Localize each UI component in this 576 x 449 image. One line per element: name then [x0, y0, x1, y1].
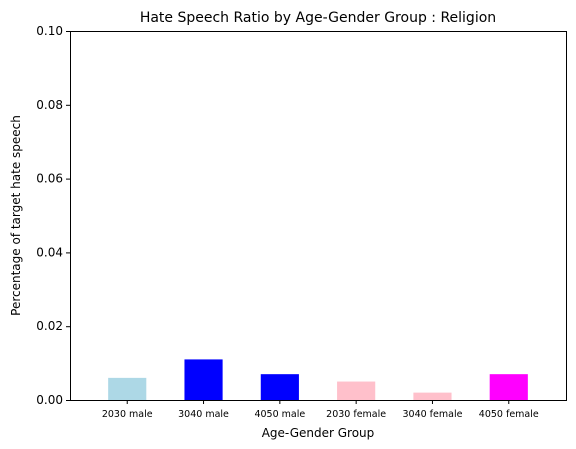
y-tick-label: 0.02 [36, 319, 63, 333]
x-axis-ticks: 2030 male 3040 male 4050 male 2030 female 30… [102, 400, 539, 420]
chart-title: Hate Speech Ratio by Age-Gender Group : … [140, 10, 496, 26]
bar-4050-male [260, 374, 299, 400]
y-axis-label: Percentage of target hate speech [9, 115, 23, 316]
y-tick-label: 0.08 [36, 98, 63, 112]
y-tick-label: 0.04 [36, 245, 63, 259]
y-axis-ticks: 0.00 0.02 0.04 0.06 0.08 0.10 [36, 24, 70, 407]
plot-frame [70, 31, 567, 401]
x-tick-label: 4050 female [479, 409, 539, 420]
bar-2030-male [108, 377, 147, 400]
bar-3040-female [413, 392, 452, 400]
x-tick-label: 4050 male [254, 409, 305, 420]
bar-4050-female [489, 374, 528, 400]
x-tick-label: 3040 male [178, 409, 229, 420]
y-tick-label: 0.00 [36, 393, 63, 407]
x-axis-label: Age-Gender Group [262, 426, 375, 440]
bar-2030-female [337, 381, 376, 400]
x-tick-label: 2030 female [326, 409, 386, 420]
y-tick-label: 0.10 [36, 24, 63, 38]
x-tick-label: 3040 female [402, 409, 462, 420]
x-tick-label: 2030 male [102, 409, 153, 420]
y-tick-label: 0.06 [36, 172, 63, 186]
bar-3040-male [184, 359, 223, 400]
bars-group [108, 359, 528, 400]
